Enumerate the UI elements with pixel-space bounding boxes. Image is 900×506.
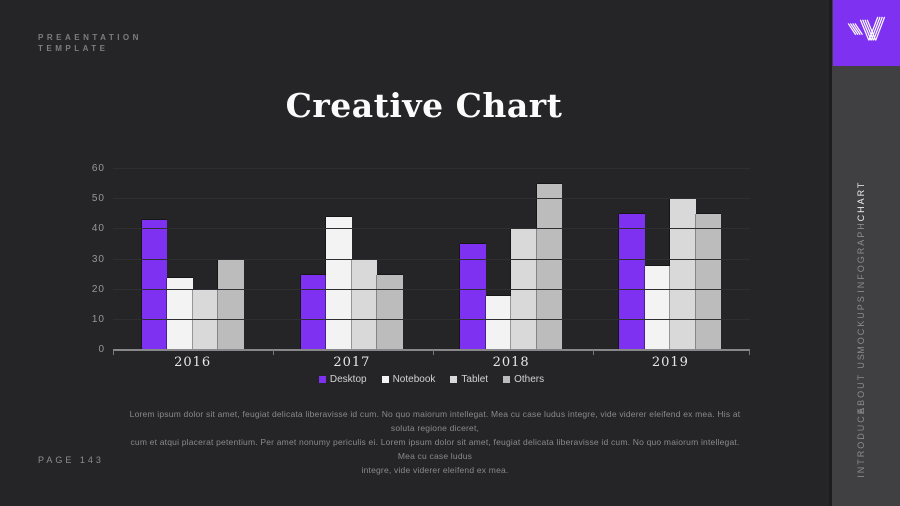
template-label-line1: PREAENTATION [38, 33, 142, 42]
bar-groups [113, 169, 750, 350]
y-axis-tick-label: 40 [91, 223, 105, 235]
axis-tick [593, 350, 594, 355]
gridline [113, 318, 750, 320]
bar-group-2019 [619, 199, 722, 350]
body-paragraph-line: integre, vide viderer eleifend ex mea. [361, 465, 509, 475]
page-number: PAGE 143 [38, 455, 104, 465]
bar-tablet-2018 [511, 229, 537, 350]
legend-swatch [318, 376, 326, 383]
legend-label: Tablet [461, 374, 489, 385]
bar-notebook-2019 [644, 265, 671, 350]
x-axis-label-2017: 2017 [333, 355, 371, 370]
chart-legend: Desktop Notebook Tablet Others [113, 374, 750, 385]
y-axis-tick-label: 0 [98, 344, 105, 355]
bar-group-2017 [300, 217, 403, 350]
axis-tick [113, 350, 114, 355]
page-title: Creative Chart [285, 86, 563, 125]
x-axis-label-2019: 2019 [651, 355, 689, 370]
gridline [113, 288, 750, 290]
legend-item-notebook: Notebook [381, 374, 436, 385]
bar-others-2019 [695, 214, 722, 350]
bar-desktop-2016 [141, 220, 168, 350]
striped-w-logo-icon [846, 15, 888, 52]
bar-desktop-2019 [619, 214, 645, 350]
bar-notebook-2018 [485, 295, 512, 350]
body-paragraph-line: Lorem ipsum dolor sit amet, feugiat deli… [129, 409, 741, 433]
legend-swatch [450, 376, 458, 383]
axis-tick [433, 350, 434, 355]
bar-desktop-2017 [300, 274, 327, 350]
gridline [113, 168, 750, 169]
body-paragraph-line: cum et atqui placerat petentium. Per ame… [130, 437, 740, 461]
template-label: PREAENTATION TEMPLATE [38, 32, 142, 54]
x-axis-labels: 2016 2017 2018 2019 [113, 355, 750, 370]
bar-notebook-2017 [326, 217, 352, 350]
legend-swatch [381, 376, 389, 383]
sidebar [829, 0, 900, 506]
bar-tablet-2017 [351, 259, 378, 350]
legend-label: Desktop [329, 374, 367, 385]
plot-area [113, 168, 750, 355]
legend-swatch [503, 376, 511, 383]
bar-notebook-2016 [167, 277, 193, 350]
gridline [113, 228, 750, 230]
x-axis-line [113, 349, 750, 351]
body-paragraph: Lorem ipsum dolor sit amet, feugiat deli… [125, 407, 745, 477]
gridline [113, 198, 750, 200]
legend-item-others: Others [503, 374, 544, 385]
axis-tick [273, 350, 274, 355]
sidebar-item-introduce[interactable]: INTRODUCE [856, 406, 866, 478]
bar-group-2018 [460, 184, 563, 350]
legend-label: Notebook [392, 374, 436, 385]
axis-tick [749, 350, 750, 355]
bar-desktop-2018 [460, 244, 486, 350]
bar-group-2016 [141, 220, 244, 350]
bar-others-2016 [218, 259, 244, 350]
legend-item-desktop: Desktop [318, 374, 367, 385]
bar-tablet-2019 [670, 199, 696, 350]
gridline [113, 258, 750, 260]
template-label-line2: TEMPLATE [38, 44, 109, 53]
y-axis-tick-label: 10 [91, 313, 105, 325]
x-axis-label-2016: 2016 [174, 355, 212, 370]
y-axis-tick-label: 20 [91, 283, 105, 295]
y-axis-tick-label: 60 [91, 163, 105, 174]
legend-item-tablet: Tablet [450, 374, 488, 385]
legend-label: Others [514, 374, 545, 385]
y-axis-tick-label: 30 [91, 253, 105, 265]
bar-others-2018 [536, 184, 563, 350]
y-axis-tick-label: 50 [91, 193, 105, 205]
x-axis-label-2018: 2018 [492, 355, 530, 370]
logo-tile[interactable] [833, 0, 900, 66]
bar-others-2017 [377, 274, 403, 350]
